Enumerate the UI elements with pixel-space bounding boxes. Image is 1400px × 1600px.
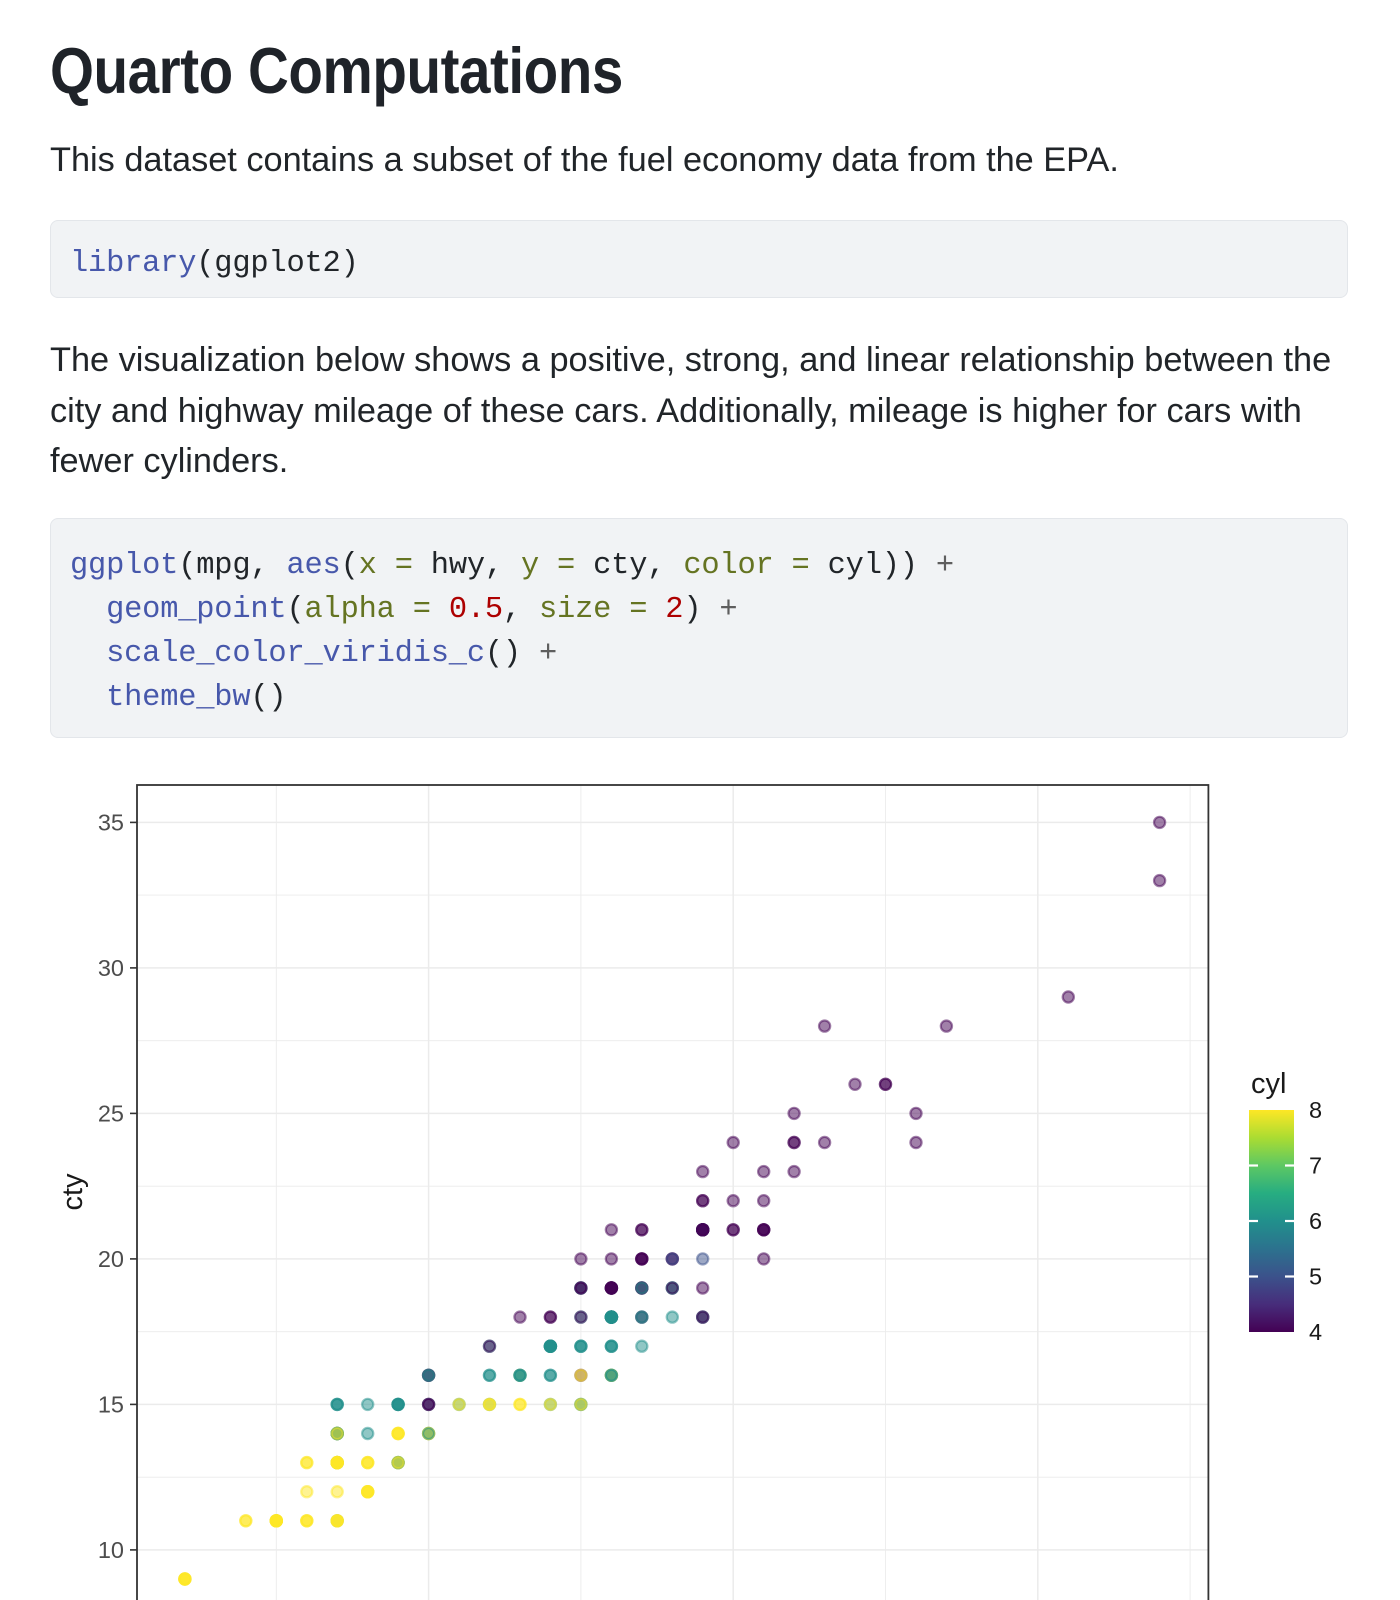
svg-text:cty: cty [57, 1173, 89, 1211]
svg-text:6: 6 [1309, 1208, 1322, 1234]
svg-text:35: 35 [98, 810, 124, 836]
svg-text:4: 4 [1309, 1319, 1322, 1345]
svg-text:30: 30 [98, 955, 124, 981]
svg-text:15: 15 [98, 1392, 124, 1418]
svg-text:10: 10 [98, 1537, 124, 1563]
svg-text:8: 8 [1309, 1097, 1322, 1123]
svg-text:7: 7 [1309, 1153, 1322, 1179]
svg-text:20: 20 [98, 1246, 124, 1272]
svg-text:cyl: cyl [1251, 1068, 1286, 1100]
svg-text:5: 5 [1309, 1264, 1322, 1290]
svg-text:25: 25 [98, 1101, 124, 1127]
